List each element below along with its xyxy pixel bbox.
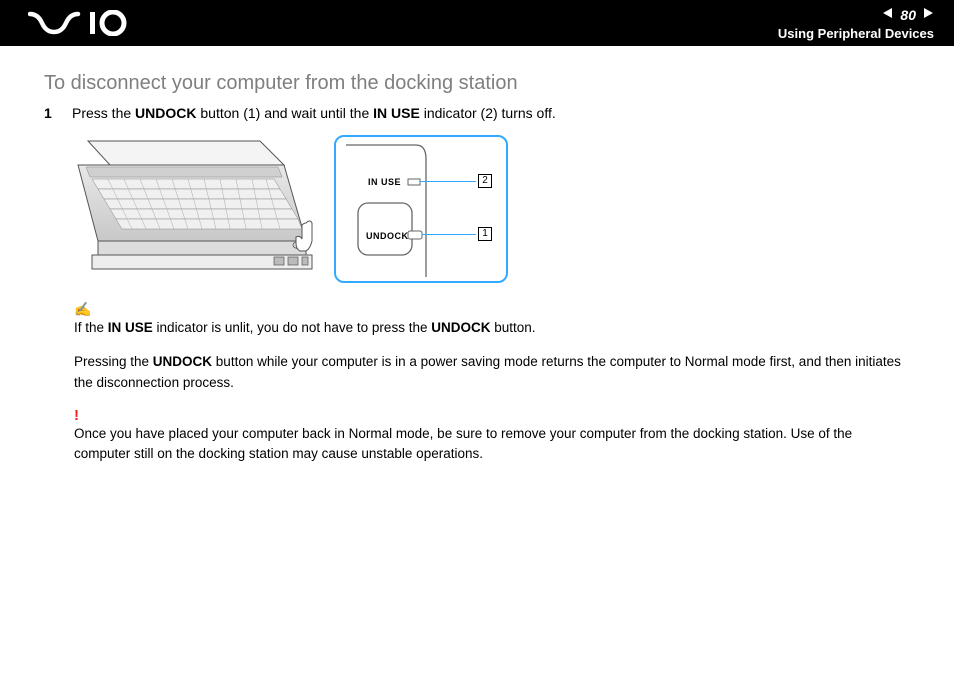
vaio-logo: [28, 10, 148, 36]
section-title: Using Peripheral Devices: [778, 26, 934, 41]
header-nav: 80 Using Peripheral Devices: [778, 6, 934, 41]
callout-number-2: 2: [478, 174, 492, 188]
step-number: 1: [44, 105, 56, 121]
label-in-use: IN USE: [368, 177, 401, 187]
page-header: 80 Using Peripheral Devices: [0, 0, 954, 46]
warning-icon: !: [74, 407, 910, 424]
laptop-illustration: [74, 135, 314, 279]
note-2: Pressing the UNDOCK button while your co…: [74, 352, 910, 393]
callout-panel: IN USE UNDOCK 2 1: [334, 135, 508, 283]
leader-1: [422, 234, 476, 235]
prev-page-arrow[interactable]: [882, 6, 894, 24]
label-undock: UNDOCK: [366, 231, 409, 241]
note-1: If the IN USE indicator is unlit, you do…: [74, 318, 910, 338]
leader-2: [420, 181, 476, 182]
callout-number-1: 1: [478, 227, 492, 241]
warning-text: Once you have placed your computer back …: [74, 424, 910, 465]
note-icon: ✍: [74, 301, 910, 318]
page-number: 80: [900, 7, 916, 23]
page-content: To disconnect your computer from the doc…: [0, 46, 954, 464]
step-1: 1 Press the UNDOCK button (1) and wait u…: [44, 105, 910, 121]
step-text: Press the UNDOCK button (1) and wait unt…: [72, 105, 556, 121]
page-heading: To disconnect your computer from the doc…: [44, 72, 910, 95]
next-page-arrow[interactable]: [922, 6, 934, 24]
figure: IN USE UNDOCK 2 1: [74, 135, 910, 283]
